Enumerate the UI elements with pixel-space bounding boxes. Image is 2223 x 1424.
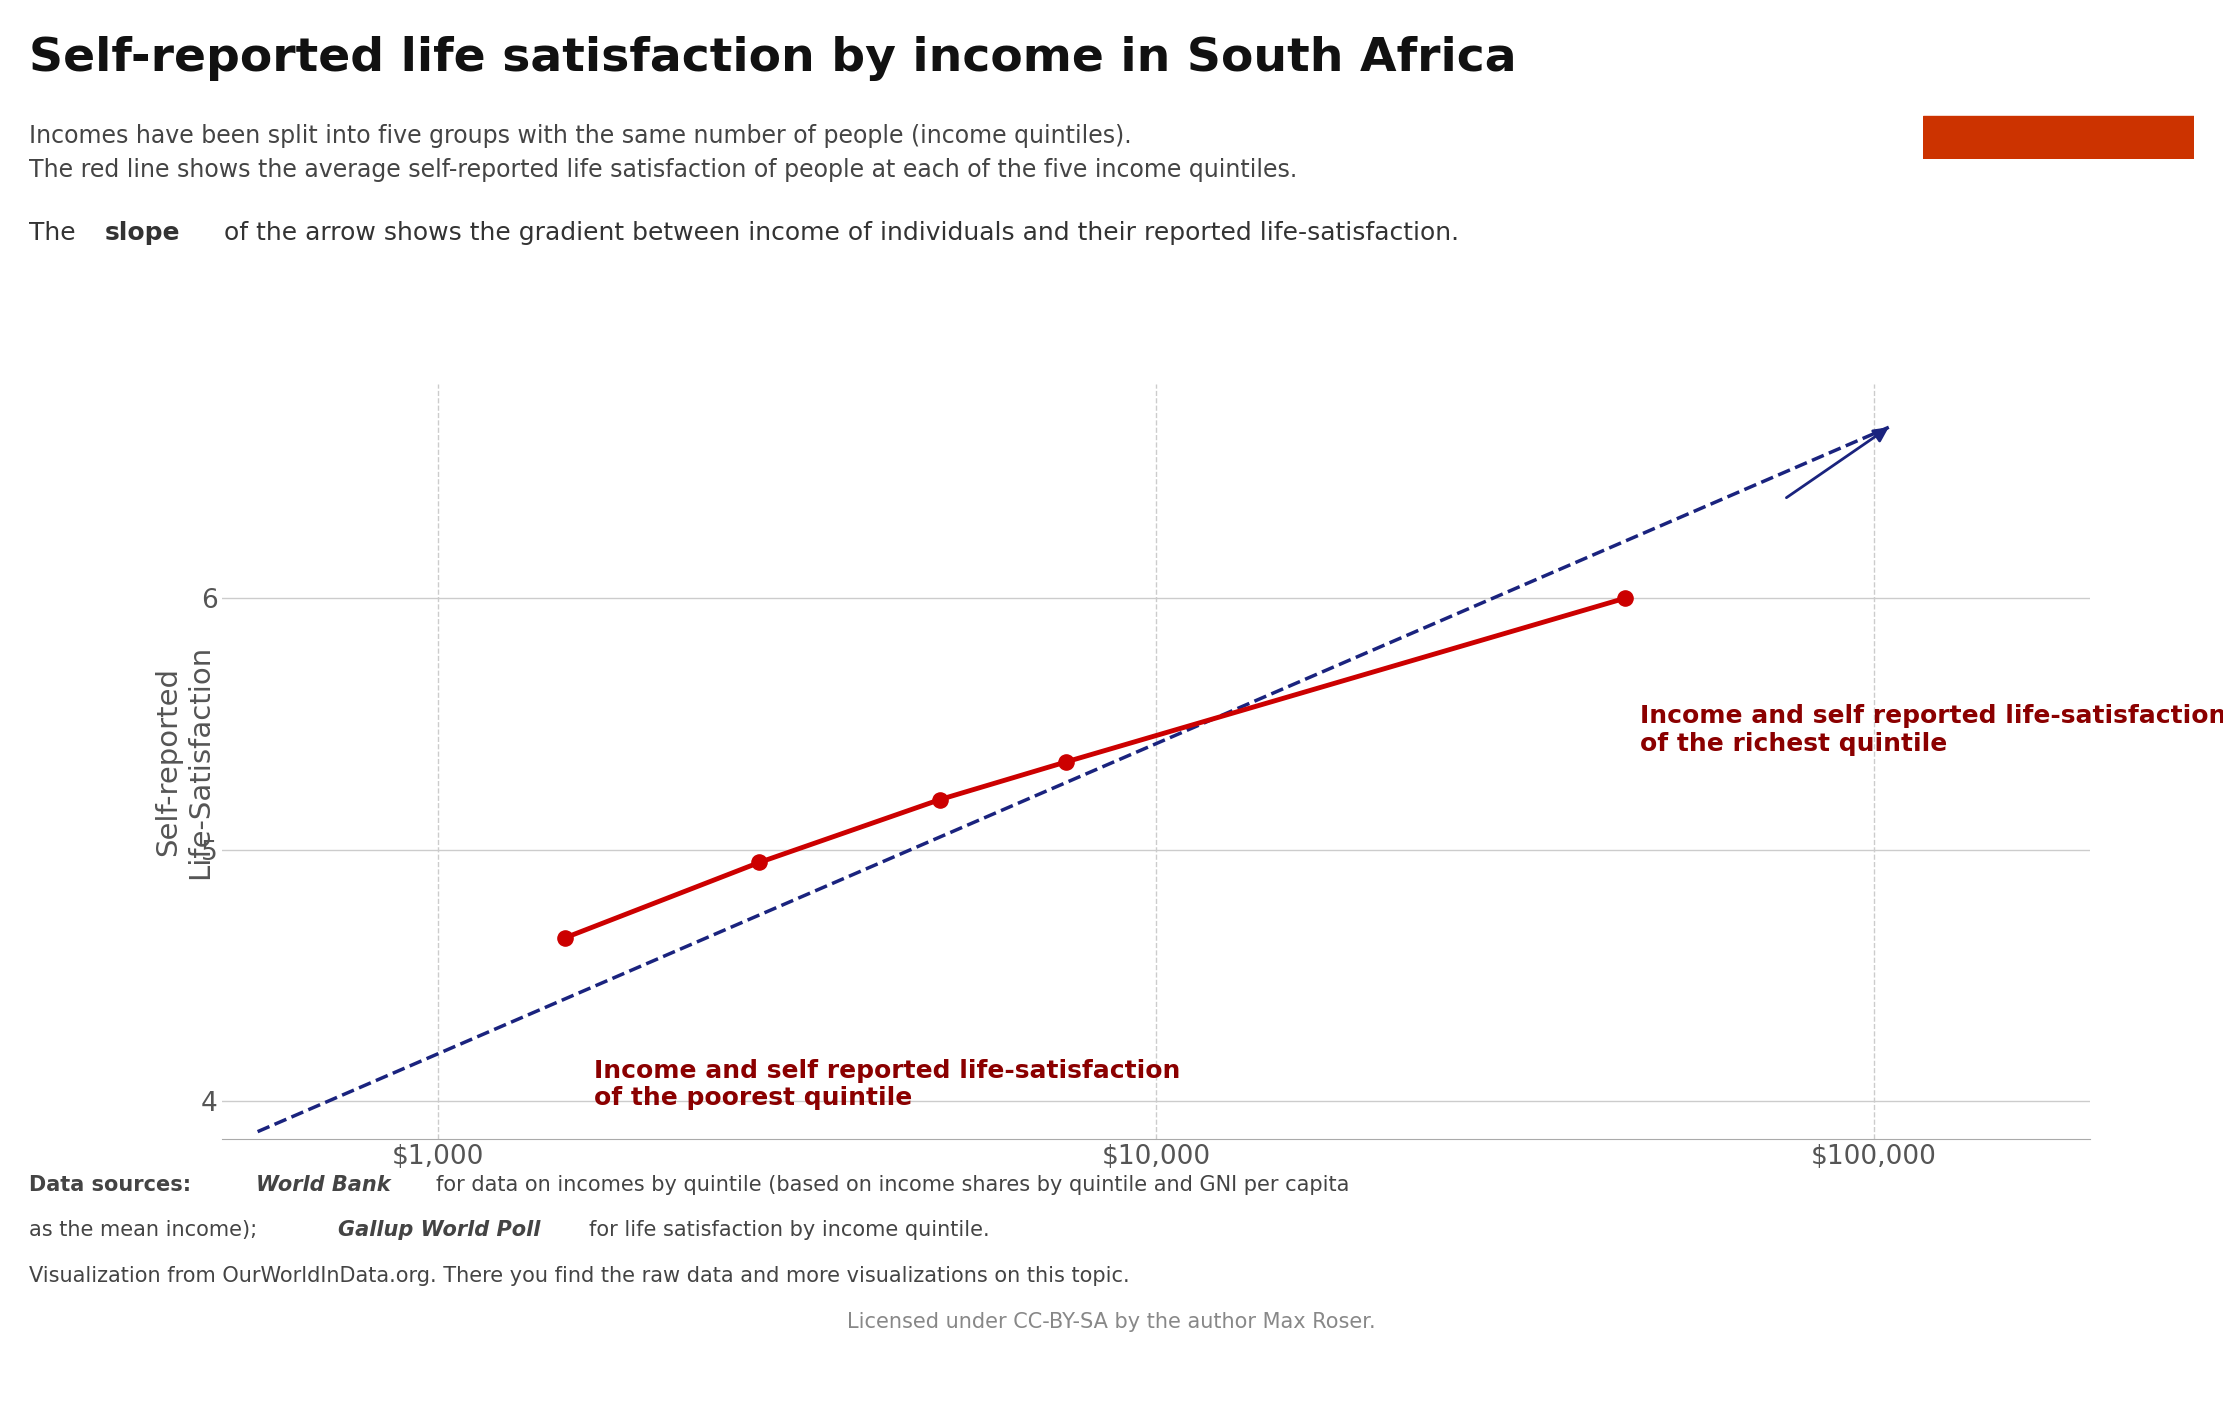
Text: slope: slope (104, 221, 180, 245)
Text: in Data: in Data (2018, 93, 2099, 112)
Text: Our World: Our World (2003, 53, 2114, 71)
Text: for life satisfaction by income quintile.: for life satisfaction by income quintile… (589, 1220, 989, 1240)
Text: Data sources:: Data sources: (29, 1175, 198, 1195)
Bar (1923, 117, 2194, 159)
Point (923, 787, 958, 810)
Text: Licensed under CC-BY-SA by the author Max Roser.: Licensed under CC-BY-SA by the author Ma… (847, 1312, 1376, 1331)
Text: Incomes have been split into five groups with the same number of people (income : Incomes have been split into five groups… (29, 124, 1132, 148)
Point (1049, 750, 1085, 773)
Text: of the arrow shows the gradient between income of individuals and their reported: of the arrow shows the gradient between … (216, 221, 1458, 245)
Y-axis label: Self-reported
Life-Satisfaction: Self-reported Life-Satisfaction (153, 645, 213, 879)
Point (1607, 587, 1643, 609)
Point (742, 852, 778, 874)
Text: for data on incomes by quintile (based on income shares by quintile and GNI per : for data on incomes by quintile (based o… (436, 1175, 1349, 1195)
Text: Income and self reported life-satisfaction
of the richest quintile: Income and self reported life-satisfacti… (1641, 703, 2223, 756)
Text: as the mean income);: as the mean income); (29, 1220, 265, 1240)
Point (547, 927, 582, 950)
Text: Gallup World Poll: Gallup World Poll (338, 1220, 540, 1240)
Text: The: The (29, 221, 84, 245)
Text: Self-reported life satisfaction by income in South Africa: Self-reported life satisfaction by incom… (29, 36, 1516, 81)
Text: The red line shows the average self-reported life satisfaction of people at each: The red line shows the average self-repo… (29, 158, 1298, 182)
Text: Income and self reported life-satisfaction
of the poorest quintile: Income and self reported life-satisfacti… (594, 1058, 1180, 1111)
Text: Visualization from OurWorldInData.org. There you find the raw data and more visu: Visualization from OurWorldInData.org. T… (29, 1266, 1129, 1286)
Text: World Bank: World Bank (256, 1175, 391, 1195)
